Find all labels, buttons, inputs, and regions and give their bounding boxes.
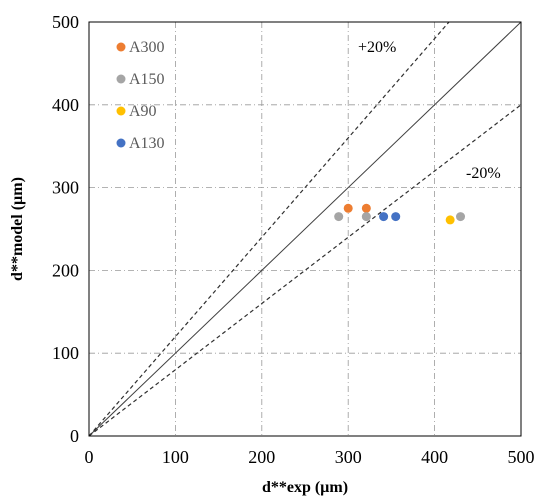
y-tick-label: 400 <box>52 95 79 115</box>
minus-20-annotation: -20% <box>466 165 501 182</box>
data-point-a150 <box>334 212 344 222</box>
data-point-a300 <box>343 203 353 213</box>
data-point-a130 <box>379 212 389 222</box>
y-tick-label: 200 <box>52 260 79 280</box>
y-tick-label: 300 <box>52 178 79 198</box>
plus-20-annotation: +20% <box>358 39 396 56</box>
legend-label-a130: A130 <box>129 135 165 152</box>
reference-lines <box>88 21 522 437</box>
data-point-a150 <box>456 212 466 222</box>
x-tick-label: 400 <box>421 447 448 467</box>
y-axis-title: d**model (µm) <box>9 177 26 281</box>
deviation-line <box>88 21 450 437</box>
data-point-a150 <box>361 212 371 222</box>
data-point-a300 <box>361 203 371 213</box>
grid-lines <box>89 22 521 436</box>
legend-marker-a150 <box>116 74 126 84</box>
data-point-a130 <box>391 212 401 222</box>
legend-marker-a90 <box>116 106 126 116</box>
x-tick-label: 100 <box>162 447 189 467</box>
x-axis-title: d**exp (µm) <box>262 479 348 496</box>
x-tick-label: 200 <box>248 447 275 467</box>
legend-marker-a130 <box>116 138 126 148</box>
x-tick-label: 500 <box>508 447 535 467</box>
plot-area-frame <box>88 21 522 437</box>
legend-label-a90: A90 <box>129 103 157 120</box>
data-points <box>334 203 466 225</box>
y-tick-labels: 0 100 200 300 400 500 <box>52 12 79 446</box>
x-tick-labels: 0 100 200 300 400 500 <box>85 447 535 467</box>
y-tick-label: 500 <box>52 12 79 32</box>
legend-marker-a300 <box>116 42 126 52</box>
x-tick-label: 300 <box>335 447 362 467</box>
legend-label-a300: A300 <box>129 39 165 56</box>
y-tick-label: 0 <box>70 426 79 446</box>
identity-line <box>88 21 522 437</box>
legend: A300 A150 A90 A130 <box>116 39 165 152</box>
x-tick-label: 0 <box>85 447 94 467</box>
data-point-a90 <box>445 215 455 225</box>
legend-label-a150: A150 <box>129 71 165 88</box>
y-tick-label: 100 <box>52 343 79 363</box>
